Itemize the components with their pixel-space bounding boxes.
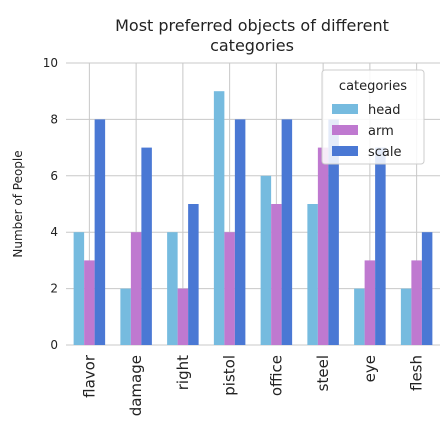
legend-title: categories [339,79,407,94]
bar-flavor-head [73,232,85,345]
y-tick-label: 0 [50,338,58,352]
y-tick-label: 8 [50,112,58,126]
legend-box [321,69,425,165]
bar-flavor-scale [94,119,106,346]
bar-pistol-scale [234,119,246,346]
bar-eye-scale [375,147,386,345]
x-tick-label-eye: eye [361,355,379,382]
bar-flesh-scale [421,232,433,345]
bar-office-arm [271,204,282,345]
bar-flavor-arm [84,260,95,345]
x-tick-label-office: office [267,355,285,396]
bar-right-head [167,232,178,345]
bar-steel-scale [328,119,339,346]
legend-label-arm: arm [368,124,394,139]
bar-flesh-arm [411,260,422,345]
bar-flesh-head [400,288,412,345]
y-tick-label: 6 [50,169,58,183]
legend-swatch-arm [332,125,358,135]
bar-damage-arm [130,232,142,345]
x-tick-label-steel: steel [314,355,332,391]
x-tick-label-damage: damage [127,355,145,416]
bar-damage-head [120,288,131,345]
bar-office-head [260,175,272,345]
chart-title-line-1: Most preferred objects of different [115,16,389,35]
y-tick-label: 2 [50,282,58,296]
legend-swatch-head [332,104,358,114]
bar-office-scale [281,119,293,346]
legend-label-scale: scale [368,145,402,160]
y-tick-labels: 0 2 4 6 8 10 [43,56,58,352]
x-tick-label-right: right [174,355,192,390]
bar-eye-head [354,288,365,345]
x-tick-labels: flavor damage right pistol office steel eye fle… [80,354,425,416]
bar-right-scale [188,204,199,345]
bar-damage-scale [141,147,152,345]
chart-title-line-2: categories [210,36,294,55]
legend-swatch-scale [332,146,358,156]
x-tick-label-flavor: flavor [80,354,98,398]
x-tick-label-flesh: flesh [408,355,426,391]
legend-label-head: head [368,103,400,118]
bar-eye-arm [364,260,376,345]
bar-right-arm [177,288,189,345]
y-axis-title: Number of People [11,150,25,257]
bar-pistol-arm [224,232,235,345]
legend: categories head arm scale [321,69,425,165]
x-tick-label-pistol: pistol [221,355,239,396]
y-tick-label: 10 [43,56,58,70]
bar-steel-head [307,204,318,345]
y-tick-label: 4 [50,225,58,239]
bar-steel-arm [317,147,329,345]
bars [73,91,433,346]
bar-pistol-head [213,91,225,345]
